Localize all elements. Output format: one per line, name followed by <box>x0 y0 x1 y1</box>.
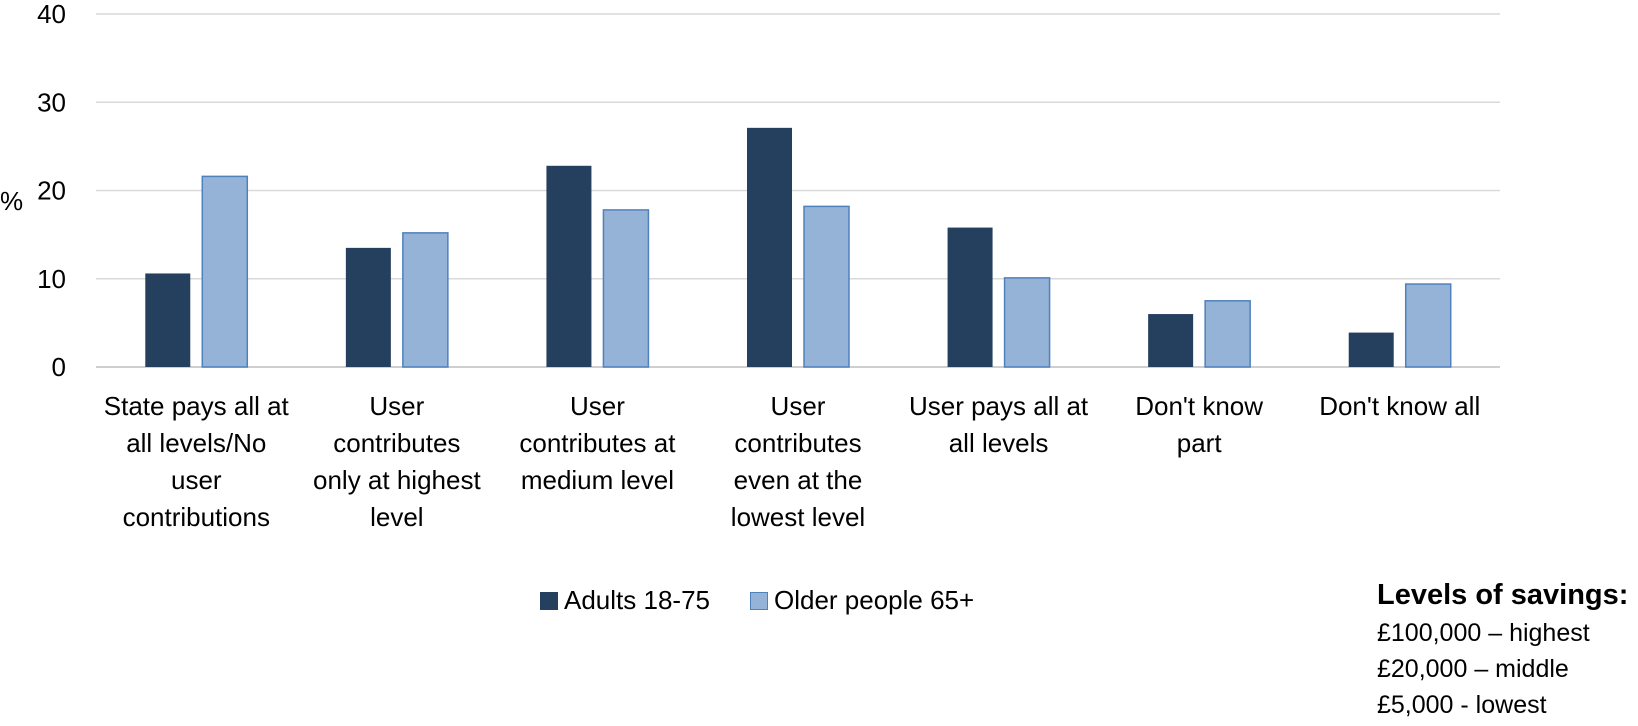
savings-level-highest: £100,000 – highest <box>1377 619 1590 647</box>
bar-older-2 <box>602 209 650 368</box>
y-axis-label: % <box>0 186 23 216</box>
x-axis-categories: State pays all at all levels/No user contri… <box>104 391 1480 532</box>
gridlines <box>96 13 1500 368</box>
y-tick-label-0: 0 <box>52 352 66 382</box>
legend-item-adults: Adults 18-75 <box>540 585 710 616</box>
category-label-2: User contributes at medium level <box>519 391 676 495</box>
legend-item-older: Older people 65+ <box>749 585 975 616</box>
bar-older-4 <box>1003 277 1051 368</box>
savings-levels-note: Levels of savings: £100,000 – highest £2… <box>1377 575 1628 723</box>
legend-swatch-adults <box>540 591 558 610</box>
bar-older-5 <box>1204 300 1251 368</box>
y-tick-label-30: 30 <box>37 87 66 117</box>
bar-adults-5 <box>1148 314 1194 367</box>
category-label-5: Don't know part <box>1135 391 1263 458</box>
category-label-4: User pays all at all levels <box>909 391 1089 458</box>
savings-level-middle: £20,000 – middle <box>1377 655 1569 683</box>
bar-adults-2 <box>546 165 592 367</box>
savings-levels-title: Levels of savings: <box>1377 579 1629 611</box>
bar-adults-0 <box>145 273 191 367</box>
y-tick-label-40: 40 <box>37 0 66 29</box>
bar-adults-3 <box>747 127 792 367</box>
y-tick-label-10: 10 <box>37 264 66 294</box>
bar-older-6 <box>1404 283 1452 368</box>
legend-label-adults: Adults 18-75 <box>564 585 710 615</box>
legend: Adults 18-75 Older people 65+ <box>540 585 974 616</box>
y-tick-label-20: 20 <box>37 176 66 206</box>
category-label-3: User contributes even at the lowest level <box>731 391 865 532</box>
y-axis-ticks: 0 10 20 30 40 <box>37 0 66 382</box>
bar-older-3 <box>803 205 850 368</box>
bar-older-1 <box>402 232 449 368</box>
bar-adults-4 <box>947 227 993 367</box>
legend-label-older: Older people 65+ <box>773 585 975 615</box>
legend-swatch-older <box>749 591 768 610</box>
bar-older-0 <box>201 175 249 368</box>
bar-adults-6 <box>1348 332 1394 367</box>
category-label-1: User contributes only at highest level <box>313 391 481 532</box>
savings-level-lowest: £5,000 - lowest <box>1377 691 1547 719</box>
bar-adults-1 <box>345 247 391 367</box>
category-label-0: State pays all at all levels/No user contri… <box>104 391 290 532</box>
bars <box>145 127 1452 368</box>
category-label-6: Don't know all <box>1319 391 1480 421</box>
